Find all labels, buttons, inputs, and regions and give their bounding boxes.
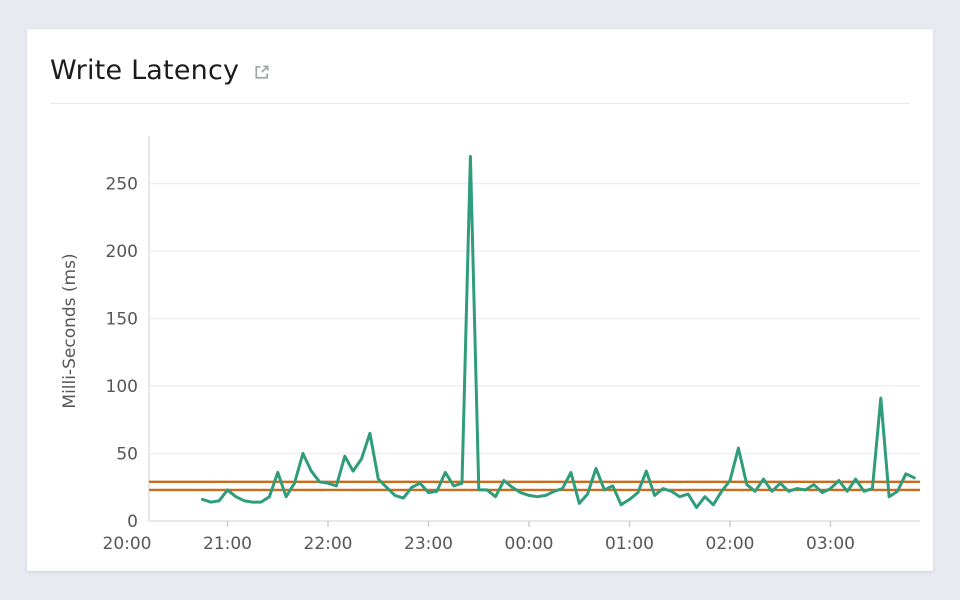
header-divider (50, 103, 910, 104)
x-tick-label: 03:00 (806, 534, 855, 554)
x-tick-label: 00:00 (505, 534, 554, 554)
y-tick-label: 0 (127, 512, 138, 532)
y-tick-label: 150 (106, 310, 138, 330)
x-tick-label: 02:00 (706, 534, 755, 554)
external-link-icon[interactable] (252, 63, 271, 82)
card-header: Write Latency (50, 55, 910, 87)
x-tick-label: 01:00 (605, 534, 654, 554)
x-tick-label: 20:00 (103, 534, 152, 554)
x-tick-label: 23:00 (404, 534, 453, 554)
y-tick-label: 250 (106, 175, 138, 195)
y-axis-title: Milli-Seconds (ms) (60, 253, 80, 408)
x-tick-label: 22:00 (304, 534, 353, 554)
y-tick-label: 100 (106, 377, 138, 397)
y-tick-label: 200 (106, 242, 138, 262)
page-title: Write Latency (50, 55, 240, 86)
y-tick-label: 50 (116, 445, 138, 465)
write-latency-chart: 0 50 100 150 200 250 20:00 21:00 22:00 23:00 00:00… (60, 136, 920, 554)
latency-series-line (200, 155, 916, 509)
x-tick-label: 21:00 (203, 534, 252, 554)
write-latency-card: Write Latency 0 50 100 150 200 250 20:00 21:00 2… (27, 29, 933, 571)
